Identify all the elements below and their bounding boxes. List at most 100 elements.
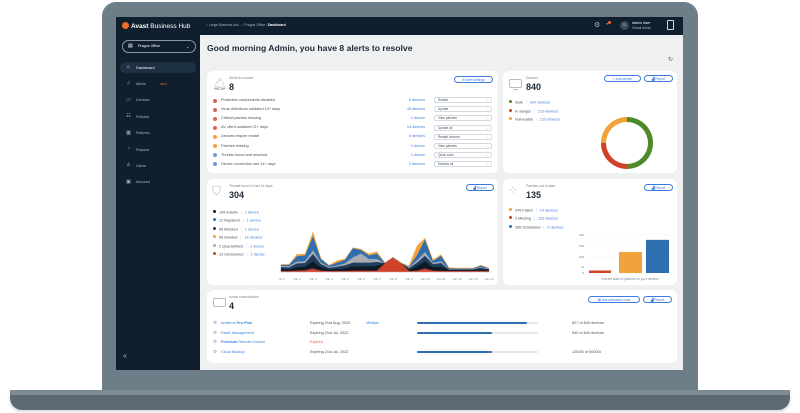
legend-devices-link[interactable]: 1 device [250, 252, 265, 257]
alert-status-icon [213, 107, 217, 112]
legend-devices-link[interactable]: 123 devices [538, 216, 559, 221]
patches-card: ⁘ Patches out of date 135 ▟ Report 245 F… [503, 179, 677, 285]
alert-devices-link[interactable]: 1 device [410, 116, 425, 121]
sidebar-item-patches[interactable]: ▦ Patches [120, 128, 196, 139]
alert-devices-link[interactable]: 6 devices [408, 98, 425, 102]
threats-legend-item: 56 Deleted | 14 devices [213, 235, 263, 239]
alert-devices-link[interactable]: 3 devices [408, 161, 425, 166]
sidebar-item-alerts[interactable]: ♫ Alerts NEW [120, 78, 196, 89]
alert-text: Devices require restart [221, 134, 260, 139]
alert-devices-link[interactable]: 1 device [410, 152, 425, 157]
sidebar-item-devices[interactable]: ▭ Devices [120, 95, 196, 106]
threats-legend-item: 89 Blocked | 1 device [213, 226, 259, 232]
alerts-count: 8 [229, 82, 235, 92]
alert-action-select[interactable]: View patches ⌄ [434, 115, 492, 122]
legend-devices-link[interactable]: 210 devices [538, 108, 559, 113]
y-tick-label: 0 [582, 271, 584, 275]
legend-devices-link[interactable]: 14 devices [539, 208, 558, 213]
subscriptions-label: Active subscriptions [229, 295, 259, 299]
devices-card: Devices 840 + Add device ▟ Report Safe | 4… [503, 71, 677, 173]
alert-status-icon [213, 144, 217, 148]
subscription-name-link[interactable]: Antivirus Pro Plus [221, 321, 253, 325]
sidebar-item-account[interactable]: ▣ Account [120, 177, 196, 188]
user-icon: ♙ [126, 162, 131, 169]
alert-settings-button[interactable]: ⚙ Alert settings [454, 76, 493, 83]
legend-devices-link[interactable]: 1 device [244, 227, 259, 232]
alert-devices-link[interactable]: 14 devices [406, 125, 425, 130]
patches-bar-chart: 0 10 200 300 400 Current state of patches on … [579, 233, 671, 281]
legend-devices-link[interactable]: 1 device [250, 243, 265, 248]
subscriptions-report-button[interactable]: ▟ Report [643, 296, 672, 303]
alert-row: AV client outdated 21+ days 14 devices Upd… [207, 124, 498, 133]
alert-devices-link[interactable]: 1 device [410, 143, 425, 148]
devices-donut-chart [601, 117, 653, 169]
avatar[interactable]: ☺ [620, 21, 629, 30]
alert-row: Threats found and resolved 1 device Quick … [207, 151, 498, 161]
legend-devices-link[interactable]: 210 devices [540, 117, 561, 122]
alert-devices-link[interactable]: 45 devices [406, 107, 425, 112]
legend-label: 245 Failed [515, 208, 533, 213]
laptop-base [10, 390, 790, 410]
sidebar-item-policies[interactable]: ☷ Policies [120, 111, 196, 122]
legend-label: Vulnerable [515, 117, 534, 122]
patches-legend-item: 356 Scheduled | 6 devices [509, 224, 564, 230]
legend-label: 13 Unresolved [219, 252, 244, 257]
subscription-usage: 120GB of 500GB [572, 350, 601, 355]
use-activation-code-button[interactable]: ▤ Use activation code [588, 296, 640, 303]
home-icon: ⌂ [206, 23, 209, 27]
breadcrumb: ⌂ Large Business Acc... / Prague Office … [206, 23, 286, 27]
alert-text: Virus definitions outdated 14+ days [221, 107, 281, 112]
threats-report-button[interactable]: ▟ Report [466, 184, 494, 191]
reports-icon: ◔ [126, 146, 131, 152]
patches-label: Patches out of date [526, 184, 556, 188]
legend-devices-link[interactable]: 1 device [244, 210, 259, 215]
collapse-sidebar-icon[interactable]: « [123, 353, 127, 360]
breadcrumb-office[interactable]: Prague Office [244, 23, 266, 27]
patches-report-button[interactable]: ▟ Report [644, 184, 673, 191]
gear-icon[interactable]: ⚙ [594, 22, 601, 29]
legend-dot [509, 224, 512, 228]
subscription-name-link[interactable]: Cloud Backup [221, 350, 245, 355]
bell-icon: ♫ [126, 80, 131, 87]
subscription-name-link[interactable]: Premium Remote Control [221, 340, 265, 345]
alert-action-select[interactable]: View patches ⌄ [434, 142, 492, 149]
divider: | [246, 252, 248, 257]
threats-area-chart: Jun 1 Jun 2 Jun 3 Jun 4 Jun 5 Jun 6 Jun 7 Jun 8… [279, 231, 494, 281]
threats-label: Threats found in last 14 days [229, 184, 273, 188]
legend-devices-link[interactable]: 6 devices [547, 225, 564, 230]
legend-label: 145 Autofix [219, 210, 238, 215]
devices-switch-icon[interactable] [667, 20, 674, 30]
app-logo[interactable]: Avast Business Hub [122, 22, 190, 31]
alert-text: Patches missing [221, 143, 249, 148]
user-name[interactable]: Admin User [632, 20, 651, 25]
alert-action-select[interactable]: Dismiss all ⌄ [434, 160, 492, 167]
notifications-icon[interactable]: ◔ [605, 21, 611, 28]
sidebar-item-users[interactable]: ♙ Users [120, 160, 196, 171]
legend-devices-link[interactable]: 14 devices [244, 235, 263, 240]
alert-action-value: Dismiss all [438, 161, 454, 166]
devices-report-button[interactable]: ▟ Report [644, 75, 673, 82]
alert-action-select[interactable]: Update all ⌄ [434, 124, 492, 131]
legend-label: 356 Scheduled [515, 225, 541, 230]
legend-devices-link[interactable]: 420 devices [529, 100, 551, 105]
subscription-multiple-link[interactable]: Multiple [366, 321, 380, 325]
office-selector[interactable]: ▤ Prague Office ⌄ [122, 40, 196, 53]
alert-devices-link[interactable]: 6 devices [408, 134, 425, 139]
subscription-name-link[interactable]: Patch Management [221, 330, 254, 335]
subscriptions-card: Active subscriptions 4 ▤ Use activation … [207, 290, 677, 363]
sidebar-item-reports[interactable]: ◔ Reports [120, 144, 196, 155]
breadcrumb-account[interactable]: Large Business Acc... [209, 23, 242, 27]
alert-action-select[interactable]: Quick scan ⌄ [434, 151, 492, 158]
subscription-icon: ⚙ [213, 339, 218, 345]
sidebar-item-dashboard[interactable]: ⌂ Dashboard [120, 62, 196, 73]
x-tick-label: Jun 9 [405, 277, 413, 281]
sidebar-item-label: Patches [136, 131, 150, 136]
x-tick-label: Jun 4 [325, 277, 333, 281]
subscription-icon: ⚙ [213, 349, 218, 355]
alert-action-select[interactable]: Restart ⌄ [434, 97, 492, 104]
alert-action-select[interactable]: Update ⌄ [434, 106, 492, 113]
add-device-button[interactable]: + Add device [604, 75, 641, 82]
refresh-icon[interactable]: ↻ [668, 57, 674, 63]
legend-devices-link[interactable]: 1 device [246, 218, 261, 223]
alert-action-select[interactable]: Restart devices ⌄ [434, 133, 492, 140]
